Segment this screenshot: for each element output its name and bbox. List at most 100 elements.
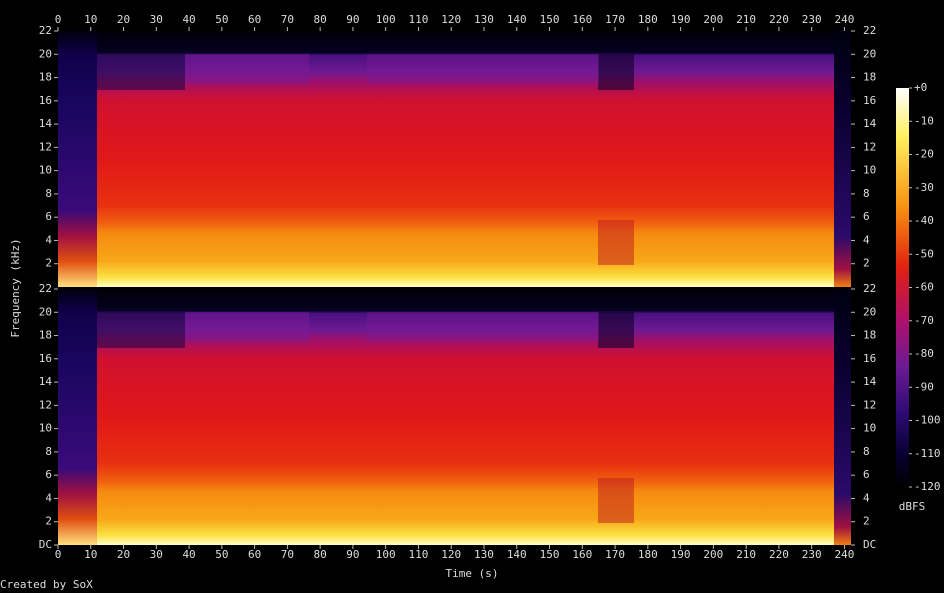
x-tick-label: 190 (671, 13, 691, 26)
x-tick-label: 0 (55, 13, 62, 26)
x-tick-label: 180 (638, 548, 658, 561)
y-tick-label: 14 (39, 117, 53, 130)
x-tick-label: 190 (671, 548, 691, 561)
y-tick-label: 10 (39, 422, 52, 435)
y-tick-label: 4 (863, 233, 870, 246)
x-tick-label: 130 (474, 548, 494, 561)
x-tick-label: 50 (215, 13, 228, 26)
x-tick-label: 180 (638, 13, 658, 26)
y-tick-label: 18 (863, 71, 876, 84)
x-tick-label: 60 (248, 13, 261, 26)
x-tick-label: 240 (835, 13, 855, 26)
y-tick-label: 18 (39, 329, 52, 342)
y-tick-label: 20 (39, 305, 52, 318)
x-tick-label: 30 (150, 548, 163, 561)
x-tick-label: 140 (507, 13, 527, 26)
x-tick-label: 150 (540, 548, 560, 561)
x-tick-label: 210 (736, 548, 756, 561)
x-tick-label: 80 (314, 548, 327, 561)
y-tick-label: 22 (863, 24, 876, 37)
y-tick-label: 4 (45, 491, 52, 504)
x-tick-label: 150 (540, 13, 560, 26)
x-tick-label: 110 (409, 548, 429, 561)
colorbar-tick-label: -40 (914, 214, 934, 227)
footer: Created by SoX (0, 578, 93, 591)
x-tick-label: 160 (572, 548, 592, 561)
x-tick-label: 170 (605, 548, 625, 561)
y-tick-label: 10 (863, 422, 876, 435)
x-tick-label: 240 (835, 548, 855, 561)
x-tick-label: 60 (248, 548, 261, 561)
y-tick-label: DC (39, 538, 52, 551)
x-tick-label: 220 (769, 13, 789, 26)
colorbar-tick-label: -110 (914, 447, 941, 460)
colorbar-tick-label: -30 (914, 181, 934, 194)
x-tick-label: 20 (117, 548, 130, 561)
x-tick-label: 20 (117, 13, 130, 26)
colorbar-label: dBFS (899, 500, 926, 513)
x-tick-label: 90 (346, 548, 359, 561)
x-axis-label: Time (s) (446, 567, 499, 580)
y-tick-label: 22 (39, 24, 52, 37)
x-tick-label: 200 (703, 548, 723, 561)
y-tick-label: 14 (863, 117, 877, 130)
y-tick-label: 8 (863, 445, 870, 458)
y-tick-label: 16 (39, 94, 52, 107)
y-tick-label: DC (863, 538, 876, 551)
y-tick-label: 10 (863, 164, 876, 177)
colorbar-tick-label: -50 (914, 247, 934, 260)
y-tick-label: 2 (863, 257, 870, 270)
x-tick-label: 140 (507, 548, 527, 561)
y-tick-label: 6 (45, 210, 52, 223)
x-tick-label: 120 (441, 548, 461, 561)
x-tick-label: 70 (281, 13, 294, 26)
x-tick-label: 50 (215, 548, 228, 561)
x-tick-label: 110 (409, 13, 429, 26)
y-tick-label: 2 (863, 515, 870, 528)
y-axis-label: Frequency (kHz) (9, 238, 22, 337)
x-tick-label: 0 (55, 548, 62, 561)
colorbar-tick-label: -70 (914, 314, 934, 327)
x-tick-label: 80 (314, 13, 327, 26)
x-tick-label: 200 (703, 13, 723, 26)
x-tick-label: 90 (346, 13, 359, 26)
y-tick-label: 12 (39, 140, 52, 153)
y-tick-label: 12 (863, 398, 876, 411)
y-tick-label: 20 (863, 305, 876, 318)
x-tick-label: 10 (84, 13, 97, 26)
y-tick-label: 8 (863, 187, 870, 200)
x-tick-label: 40 (182, 548, 195, 561)
x-tick-label: 130 (474, 13, 494, 26)
colorbar (896, 88, 909, 487)
colorbar-tick-label: -20 (914, 148, 934, 161)
y-tick-label: 2 (45, 257, 52, 270)
y-tick-label: 18 (863, 329, 876, 342)
y-tick-label: 8 (45, 187, 52, 200)
y-tick-label: 16 (863, 352, 876, 365)
y-tick-label: 2 (45, 515, 52, 528)
x-tick-label: 120 (441, 13, 461, 26)
y-tick-label: 6 (863, 468, 870, 481)
colorbar-tick-label: -10 (914, 114, 934, 127)
x-tick-label: 40 (182, 13, 195, 26)
y-tick-label: 14 (39, 375, 53, 388)
spectrogram-panel (58, 31, 851, 287)
y-tick-label: 12 (863, 140, 876, 153)
colorbar-tick-label: -60 (914, 281, 934, 294)
colorbar-tick-label: -90 (914, 380, 934, 393)
colorbar-tick-label: -120 (914, 480, 941, 493)
x-tick-label: 170 (605, 13, 625, 26)
x-tick-label: 230 (802, 13, 822, 26)
y-tick-label: 4 (863, 491, 870, 504)
x-tick-label: 220 (769, 548, 789, 561)
y-tick-label: 18 (39, 71, 52, 84)
x-tick-label: 230 (802, 548, 822, 561)
y-tick-label: 16 (39, 352, 52, 365)
y-tick-label: 12 (39, 398, 52, 411)
y-tick-label: 20 (863, 47, 876, 60)
x-tick-label: 210 (736, 13, 756, 26)
x-tick-label: 30 (150, 13, 163, 26)
spectrogram-panel (58, 289, 851, 545)
y-tick-label: 8 (45, 445, 52, 458)
